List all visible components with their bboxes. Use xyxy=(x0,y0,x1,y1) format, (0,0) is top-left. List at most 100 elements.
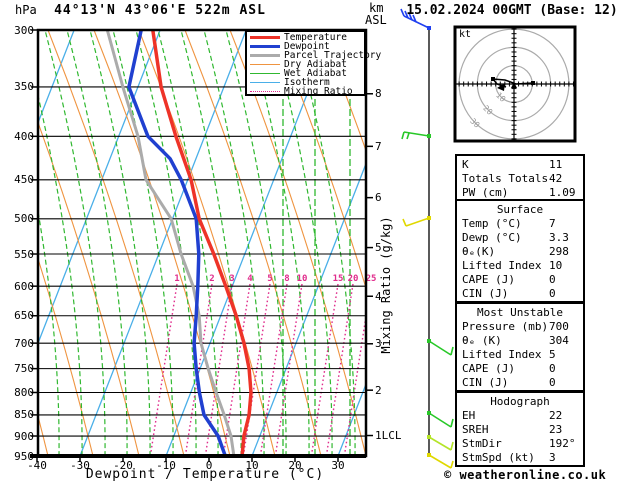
temperature-tick-label: -40 xyxy=(27,459,47,472)
copyright-label: © weatheronline.co.uk xyxy=(444,468,607,482)
stats-row: θₑ(K) 298 xyxy=(457,245,583,259)
stats-row-label: Totals Totals xyxy=(462,172,549,185)
dewpoint-curve xyxy=(127,30,227,456)
mixing-ratio-line xyxy=(184,283,213,456)
mixing-ratio-value-label: 8 xyxy=(284,274,289,284)
mixing-ratio-line xyxy=(310,283,339,456)
wind-barb-segment xyxy=(403,15,430,29)
hodograph-ring-label: 10 xyxy=(494,91,507,104)
pressure-tick-label: 500 xyxy=(14,212,34,226)
stats-row-value: 11 xyxy=(549,158,563,171)
wind-barb xyxy=(401,131,431,140)
stats-row-value: 22 xyxy=(549,409,563,422)
wind-barb-segment xyxy=(450,418,454,428)
wet-adiabat-line xyxy=(225,30,287,456)
wind-barb-dot xyxy=(427,453,431,457)
pressure-tick-label: 700 xyxy=(14,336,34,350)
wind-barb-segment xyxy=(404,10,409,19)
wind-barb-segment xyxy=(428,340,452,356)
wind-barb-segment xyxy=(450,346,454,356)
stats-row-value: 0 xyxy=(549,273,556,286)
hodograph-trace-dot xyxy=(491,77,495,81)
hodograph-trace xyxy=(491,78,534,88)
wet-adiabat-line xyxy=(157,30,219,456)
wind-barb-segment xyxy=(406,132,410,140)
stats-row-label: Dewp (°C) xyxy=(462,231,522,244)
legend-item-label: Dry Adiabat xyxy=(284,59,347,70)
legend-item: Dry Adiabat xyxy=(250,60,364,69)
wind-barb-segment xyxy=(428,412,452,428)
pressure-tick-label: 850 xyxy=(14,408,34,422)
legend-item: Wet Adiabat xyxy=(250,69,364,78)
pressure-tick-label: 550 xyxy=(14,247,34,261)
legend-item: Dewpoint xyxy=(250,42,364,51)
wind-barb-dot xyxy=(427,339,431,343)
station-title: 44°13'N 43°06'E 522m ASL xyxy=(54,3,266,18)
pressure-tick-label: 950 xyxy=(14,449,34,463)
stats-row: Totals Totals 42 xyxy=(457,172,583,186)
legend-line-sample xyxy=(250,36,280,39)
sounding-curves xyxy=(105,30,253,456)
mixing-ratio-line xyxy=(259,283,288,456)
stats-row: CAPE (J) 0 xyxy=(457,273,583,287)
pressure-tick-label: 300 xyxy=(14,23,34,37)
pressure-axis-unit: hPa xyxy=(15,3,37,17)
legend-line-sample xyxy=(250,64,280,65)
pressure-tick-label: 600 xyxy=(14,279,34,293)
legend-item-label: Parcel Trajectory xyxy=(284,50,382,61)
stats-row-label: Lifted Index xyxy=(462,259,542,272)
mixing-ratio-value-label: 2 xyxy=(209,274,214,284)
stats-box-most-unstable: Most Unstable Pressure (mb) 700 θₑ (K) 304 Li… xyxy=(455,302,585,392)
legend-item-label: Dewpoint xyxy=(284,41,330,52)
mixing-ratio-axis-title: Mixing Ratio (g/kg) xyxy=(379,216,393,354)
stats-box-surface: Surface Temp (°C) 7 Dewp (°C) 3.3 θₑ(K) 298 Lif… xyxy=(455,199,585,303)
wet-adiabat-line xyxy=(180,30,242,456)
mixing-ratio-line xyxy=(325,283,354,456)
datetime-label: 15.02.2024 00GMT (Base: 12) xyxy=(406,3,618,18)
mixing-ratio-line xyxy=(343,311,366,456)
pressure-tick-label: 350 xyxy=(14,80,34,94)
wind-barb-dot xyxy=(427,26,431,30)
mixing-ratio-value-label: 25 xyxy=(366,274,377,284)
hodograph-border xyxy=(453,25,577,143)
stats-row-label: CIN (J) xyxy=(462,287,509,300)
stats-row-label: K xyxy=(462,158,469,171)
legend-item: Temperature xyxy=(250,33,364,42)
pressure-tick-label: 800 xyxy=(14,385,34,399)
stats-row: Temp (°C) 7 xyxy=(457,217,583,231)
legend-item-label: Temperature xyxy=(284,32,347,43)
pressure-tick-label: 900 xyxy=(14,429,34,443)
temperature-tick-label: 20 xyxy=(288,459,302,472)
hodograph-unit-label: kt xyxy=(459,29,472,40)
stats-row: CAPE (J) 0 xyxy=(457,362,583,376)
wind-barb-dot xyxy=(427,411,431,415)
stats-row-value: 0 xyxy=(549,362,556,375)
mixing-ratio-value-label: 15 xyxy=(333,274,344,284)
legend-line-sample xyxy=(250,82,280,83)
wind-barb-dot xyxy=(427,134,431,138)
legend-line-sample xyxy=(250,45,280,48)
stats-box-hodograph: Hodograph EH 22 SREH 23 StmDir 192° StmSpd (kt)… xyxy=(455,391,585,467)
legend-item-label: Wet Adiabat xyxy=(284,68,347,79)
wind-barb xyxy=(427,339,454,356)
stats-row: SREH 23 xyxy=(457,423,583,437)
stats-row-label: PW (cm) xyxy=(462,186,509,199)
mixing-ratio-line xyxy=(149,283,178,456)
wind-barb-segment xyxy=(408,12,413,21)
wet-adiabat-line xyxy=(203,30,265,456)
wet-adiabat-line xyxy=(66,30,128,456)
legend-line-sample xyxy=(250,54,280,57)
stats-row-value: 23 xyxy=(549,423,563,436)
wind-barb-segment xyxy=(402,218,407,227)
temperature-tick-label: 10 xyxy=(245,459,259,472)
pressure-tick-label: 750 xyxy=(14,362,34,376)
legend-item-label: Isotherm xyxy=(284,77,330,88)
wet-adiabat-line xyxy=(294,30,356,456)
stats-row-label: CAPE (J) xyxy=(462,362,515,375)
wind-barb-segment xyxy=(428,454,452,469)
stats-row-label: Temp (°C) xyxy=(462,217,522,230)
wind-barb-dot xyxy=(427,216,431,220)
stats-row: EH 22 xyxy=(457,409,583,423)
stats-row: Lifted Index 10 xyxy=(457,259,583,273)
